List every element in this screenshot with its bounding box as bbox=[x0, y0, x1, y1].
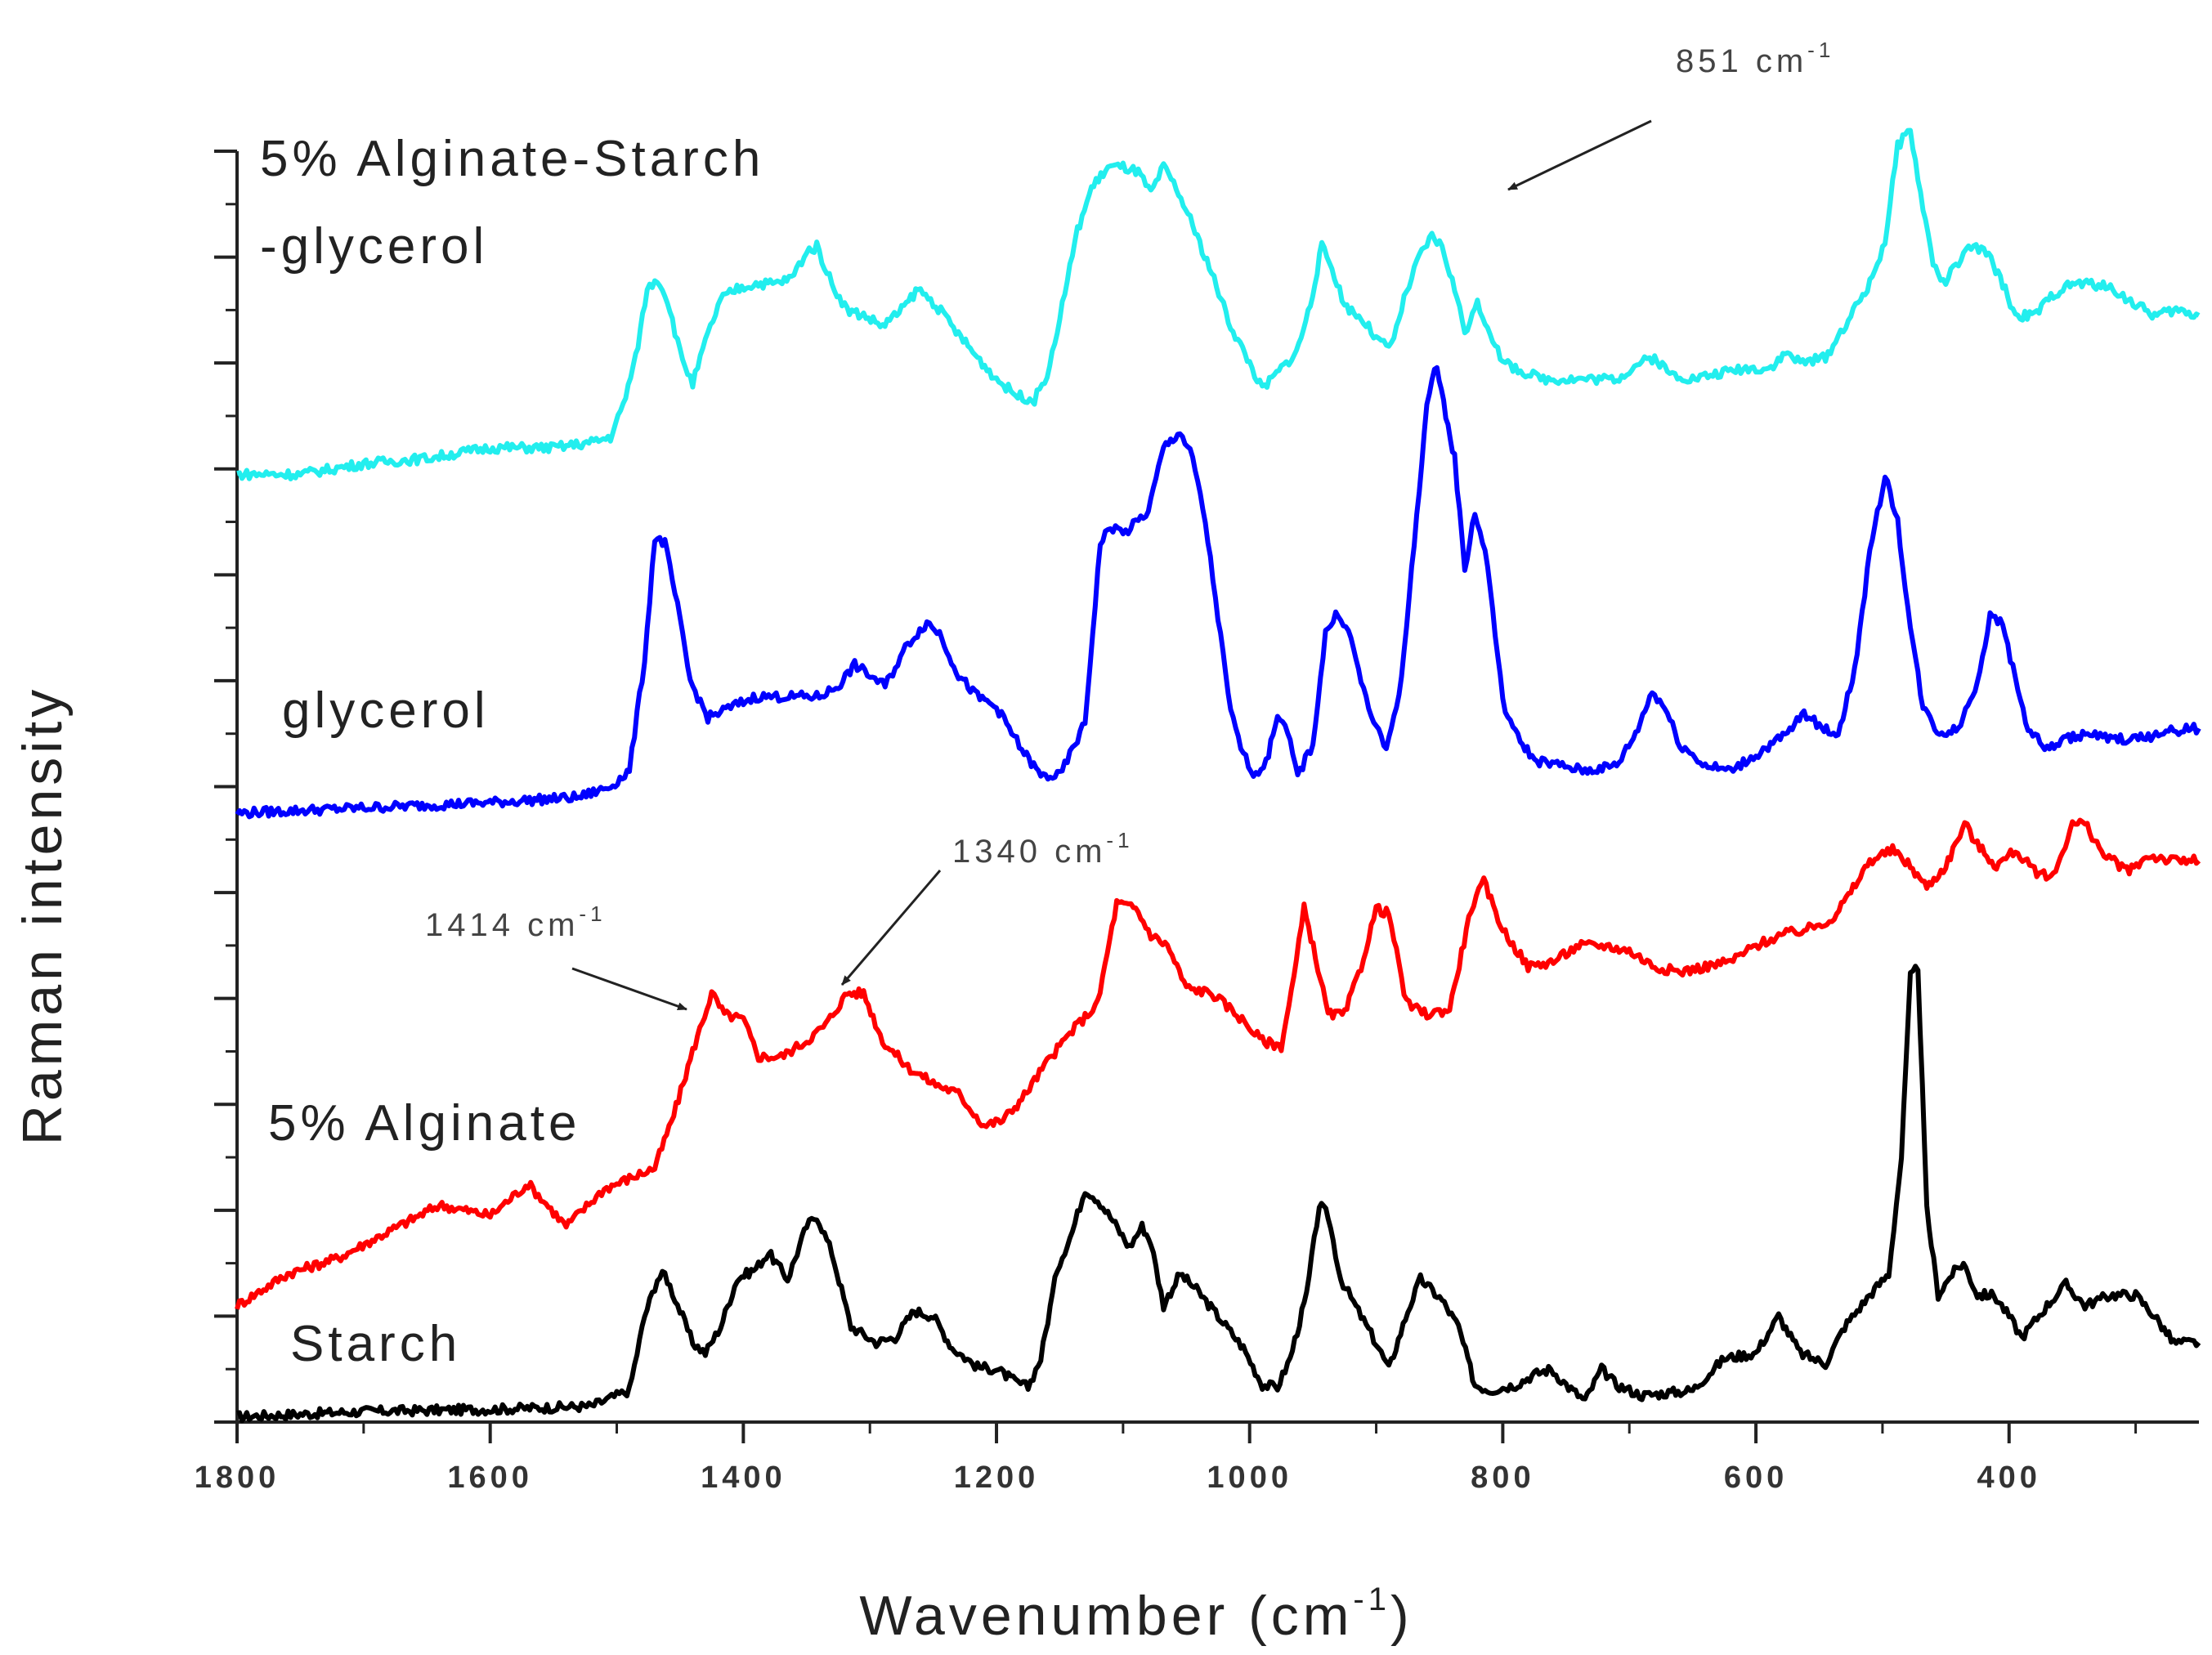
x-axis-title: Wavenumber (cm-1) bbox=[859, 1581, 1413, 1647]
series-line-5-alginate-starch-glycerol bbox=[236, 127, 2201, 481]
x-tick-label: 1400 bbox=[701, 1460, 786, 1495]
annotation-label: 1340 cm-1 bbox=[952, 828, 1134, 870]
series-label-alginate-starch-glycerol-line1: 5% Alginate-Starch bbox=[260, 131, 764, 187]
x-tick-label: 1600 bbox=[447, 1460, 533, 1495]
series-label-glycerol: glycerol bbox=[282, 682, 490, 739]
x-tick-label: 600 bbox=[1724, 1460, 1788, 1495]
series-label-starch: Starch bbox=[290, 1316, 461, 1372]
x-tick-label: 800 bbox=[1471, 1460, 1534, 1495]
series-line-glycerol bbox=[235, 365, 2201, 820]
series-line-starch bbox=[236, 964, 2201, 1424]
annotation-arrow bbox=[840, 870, 942, 986]
annotation-label: 851 cm-1 bbox=[1676, 38, 1834, 79]
axes: 1800 1600 1400 1200 1000 800 600 400 bbox=[195, 150, 2199, 1495]
annotation-arrow bbox=[1507, 119, 1652, 191]
series-label-alginate: 5% Alginate bbox=[268, 1095, 580, 1152]
x-tick-label: 1200 bbox=[954, 1460, 1040, 1495]
series-layer bbox=[235, 127, 2201, 1424]
series-label-alginate-starch-glycerol-line2: -glycerol bbox=[260, 218, 488, 275]
annotation-layer: 851 cm-1 1340 cm-1 1414 cm-1 bbox=[425, 38, 1834, 1011]
series-line-5-alginate bbox=[235, 817, 2201, 1310]
x-tick-label: 1800 bbox=[195, 1460, 280, 1495]
y-axis-title: Raman intensity bbox=[11, 686, 74, 1146]
x-tick-label: 1000 bbox=[1207, 1460, 1292, 1495]
annotation-label: 1414 cm-1 bbox=[425, 901, 607, 943]
annotation-arrow bbox=[571, 967, 687, 1011]
x-tick-label: 400 bbox=[1977, 1460, 2041, 1495]
